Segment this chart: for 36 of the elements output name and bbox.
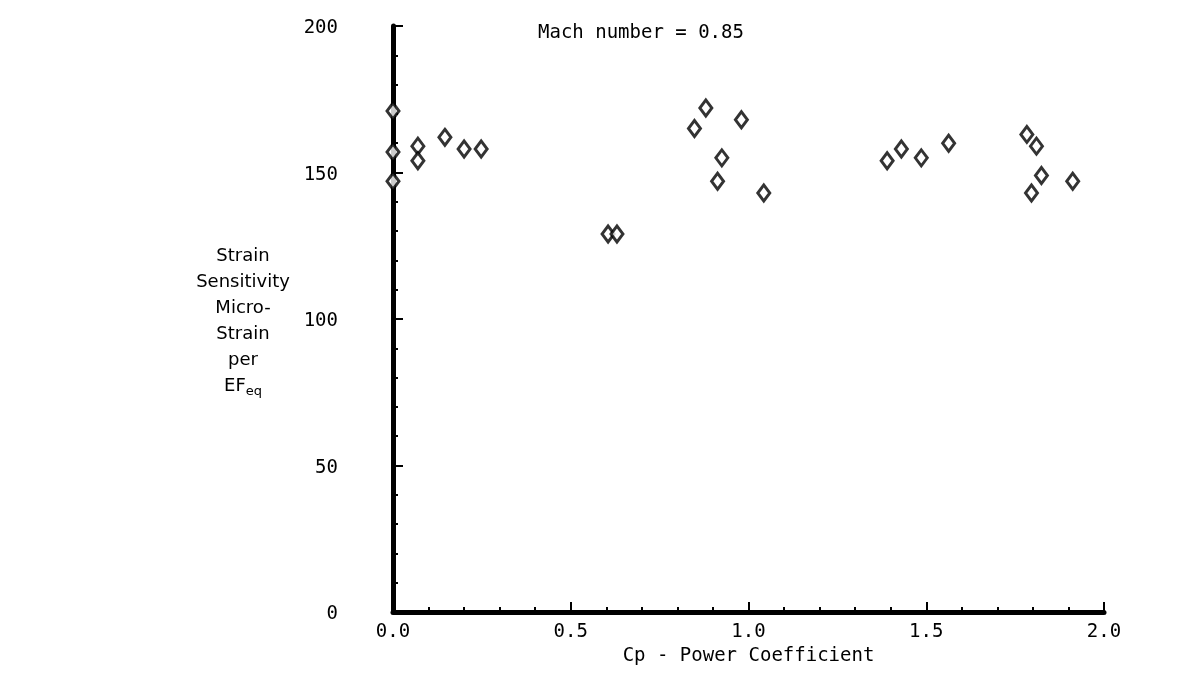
y-tick-label: 150 [303, 161, 338, 184]
x-tick-label: 1.0 [731, 618, 766, 641]
point [941, 133, 957, 153]
point [714, 148, 730, 168]
chart-title: Mach number = 0.85 [538, 19, 744, 42]
point [913, 148, 929, 168]
point [893, 139, 909, 159]
y-tick-label: 100 [303, 308, 338, 330]
point [385, 101, 401, 121]
point [456, 139, 472, 159]
x-tick-label: 0.5 [553, 618, 588, 641]
x-tick-label: 2.0 [1086, 618, 1122, 641]
x-axis-title: Cp - Power Coefficient [622, 642, 875, 665]
point [1019, 124, 1035, 144]
point [698, 98, 714, 118]
point [686, 119, 702, 139]
point [609, 224, 625, 244]
point [1033, 165, 1049, 185]
y-tick-label: 50 [315, 454, 338, 477]
point [385, 142, 401, 162]
point [710, 171, 726, 191]
y-tick-label: 200 [303, 15, 338, 37]
point [385, 171, 401, 191]
point [410, 151, 426, 171]
point [410, 136, 426, 156]
y-tick-label: 0 [326, 601, 338, 623]
point [1028, 136, 1044, 156]
point [879, 151, 895, 171]
point [437, 127, 453, 147]
point [1065, 171, 1081, 191]
x-tick-label: 0.0 [375, 618, 411, 641]
point [733, 110, 749, 130]
point [1023, 183, 1039, 203]
x-tick-label: 1.5 [909, 618, 944, 641]
point [756, 183, 772, 203]
point [473, 139, 489, 159]
